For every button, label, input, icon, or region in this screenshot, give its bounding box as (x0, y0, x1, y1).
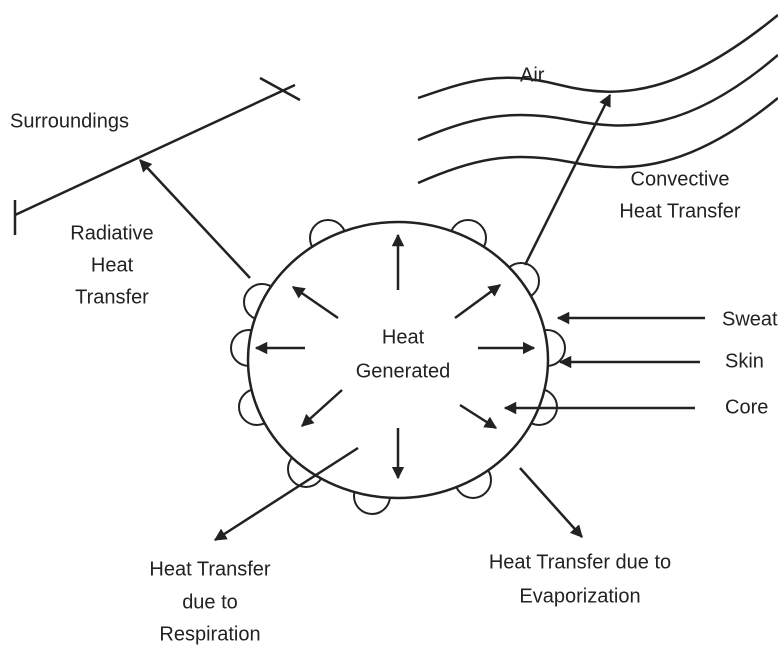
respiration-label: due to (182, 591, 238, 613)
air-lines (417, 14, 778, 185)
convective-label: Heat Transfer (619, 200, 741, 222)
respiration-label: Heat Transfer (149, 558, 271, 580)
radiative-label: Transfer (75, 286, 149, 308)
body-core (246, 220, 550, 500)
respiration-label: Respiration (159, 623, 260, 645)
radiative-label: Heat (91, 254, 134, 276)
skin-label: Skin (725, 350, 764, 372)
surroundings-label: Surroundings (10, 110, 129, 132)
generated-label: Heat (382, 326, 425, 348)
air-label: Air (520, 64, 545, 86)
arrows (139, 93, 705, 542)
generated-label: Generated (356, 360, 451, 382)
surroundings-line (13, 76, 301, 235)
core-label: Core (725, 396, 768, 418)
evaporization-label: Evaporization (519, 585, 640, 607)
evaporization-label: Heat Transfer due to (489, 551, 671, 573)
sweat-label: Sweat (722, 308, 778, 330)
radiative-label: Radiative (70, 222, 153, 244)
convective-label: Convective (631, 168, 730, 190)
